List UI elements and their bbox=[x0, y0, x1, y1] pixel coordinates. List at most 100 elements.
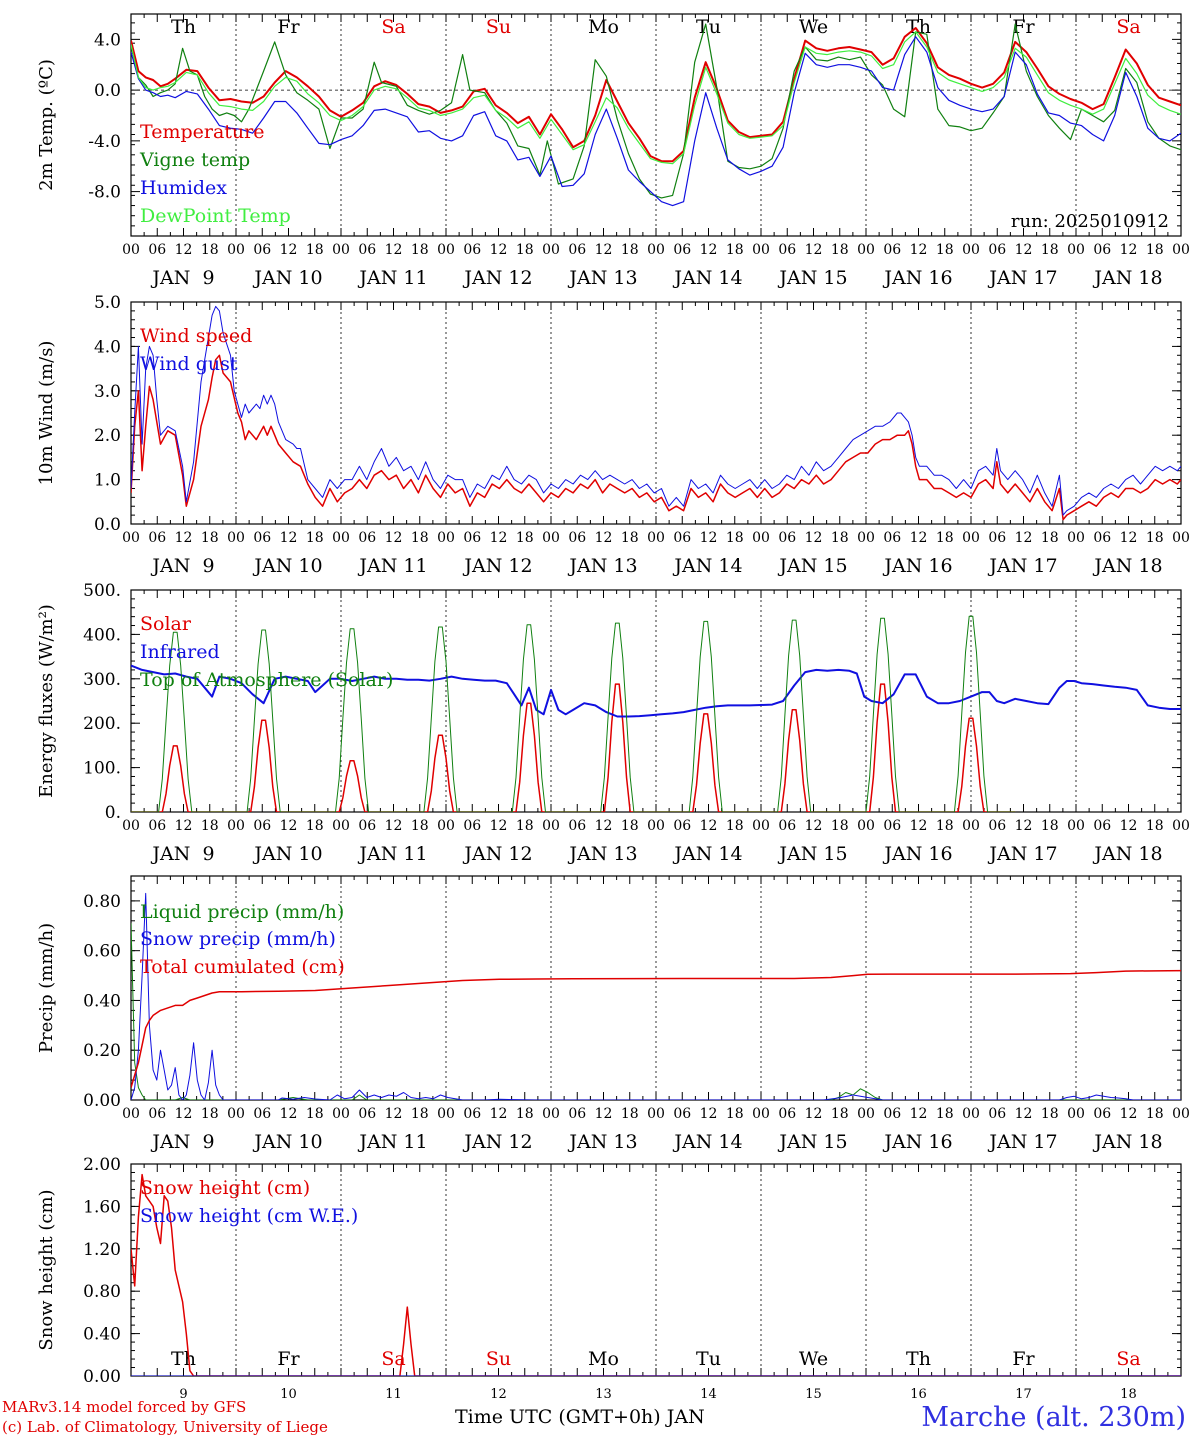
x-hour-label: 18 bbox=[1146, 530, 1164, 546]
x-hour-label: 00 bbox=[122, 242, 140, 258]
x-hour-label: 00 bbox=[857, 530, 875, 546]
x-hour-label: 18 bbox=[936, 1106, 954, 1122]
x-hour-label: 06 bbox=[358, 1106, 376, 1122]
x-hour-label: 00 bbox=[1172, 530, 1190, 546]
x-day-label: JAN 14 bbox=[672, 843, 742, 865]
x-hour-label: 00 bbox=[647, 530, 665, 546]
x-hour-label: 00 bbox=[332, 1106, 350, 1122]
x-hour-label: 12 bbox=[1015, 530, 1033, 546]
x-hour-label: 18 bbox=[936, 818, 954, 834]
x-hour-label: 00 bbox=[752, 530, 770, 546]
date-label: 10 bbox=[280, 1387, 297, 1402]
credit-model: MARv3.14 model forced by GFS bbox=[2, 1398, 247, 1416]
x-hour-label: 00 bbox=[542, 242, 560, 258]
x-hour-label: 12 bbox=[595, 242, 613, 258]
x-day-label: JAN 18 bbox=[1092, 555, 1162, 577]
x-hour-label: 12 bbox=[805, 530, 823, 546]
day-name-label: Th bbox=[171, 16, 196, 38]
x-hour-label: 00 bbox=[1067, 818, 1085, 834]
x-day-label: JAN 10 bbox=[252, 843, 322, 865]
x-day-label: JAN 17 bbox=[987, 267, 1057, 289]
day-name-label: Mo bbox=[588, 16, 619, 38]
x-hour-label: 18 bbox=[1146, 242, 1164, 258]
day-name-label: Sa bbox=[381, 16, 405, 38]
x-hour-label: 06 bbox=[988, 242, 1006, 258]
x-hour-label: 00 bbox=[437, 818, 455, 834]
y-tick-label: 0.80 bbox=[83, 1282, 121, 1302]
x-hour-label: 00 bbox=[437, 1106, 455, 1122]
y-tick-label: 0.00 bbox=[83, 1091, 121, 1111]
day-name-label: We bbox=[799, 1348, 828, 1370]
x-day-label: JAN 15 bbox=[777, 267, 847, 289]
x-hour-label: 00 bbox=[752, 242, 770, 258]
x-hour-label: 12 bbox=[385, 1106, 403, 1122]
date-label: 15 bbox=[805, 1387, 822, 1402]
y-tick-label: 200. bbox=[83, 714, 121, 734]
x-hour-label: 06 bbox=[1093, 242, 1111, 258]
day-name-label: Th bbox=[906, 16, 931, 38]
x-day-label: JAN 11 bbox=[357, 843, 427, 865]
y-tick-label: 4.0 bbox=[94, 30, 121, 50]
x-day-label: JAN 13 bbox=[567, 1131, 637, 1153]
x-hour-label: 18 bbox=[516, 818, 534, 834]
legend-entry: Wind speed bbox=[140, 325, 252, 347]
x-hour-label: 06 bbox=[673, 1106, 691, 1122]
y-tick-label: 400. bbox=[83, 625, 121, 645]
panel-3: 0. 100. 200. 300. 400. 500. Energy fluxes (W/m… bbox=[36, 581, 1190, 865]
y-tick-label: 0.0 bbox=[94, 515, 121, 535]
legend-entry: Liquid precip (mm/h) bbox=[140, 901, 344, 923]
x-hour-label: 12 bbox=[175, 1106, 193, 1122]
x-hour-label: 00 bbox=[647, 818, 665, 834]
x-day-label: JAN 18 bbox=[1092, 843, 1162, 865]
x-hour-label: 12 bbox=[280, 818, 298, 834]
x-day-label: JAN 9 bbox=[150, 843, 214, 865]
x-hour-label: 12 bbox=[385, 530, 403, 546]
series-line-temperature bbox=[131, 27, 1181, 163]
x-day-label: JAN 16 bbox=[882, 267, 952, 289]
y-tick-label: 2.0 bbox=[94, 426, 121, 446]
series-line-solar bbox=[131, 683, 1016, 812]
x-hour-label: 18 bbox=[831, 818, 849, 834]
x-hour-label: 06 bbox=[673, 818, 691, 834]
x-day-label: JAN 14 bbox=[672, 267, 742, 289]
x-hour-label: 18 bbox=[726, 818, 744, 834]
x-hour-label: 00 bbox=[122, 818, 140, 834]
x-hour-label: 12 bbox=[1015, 818, 1033, 834]
x-hour-label: 00 bbox=[1172, 818, 1190, 834]
x-hour-label: 06 bbox=[358, 818, 376, 834]
x-hour-label: 06 bbox=[358, 242, 376, 258]
x-hour-label: 06 bbox=[253, 1106, 271, 1122]
x-hour-label: 00 bbox=[962, 818, 980, 834]
x-hour-label: 06 bbox=[778, 818, 796, 834]
legend-entry: Wind gust bbox=[140, 353, 238, 375]
x-day-label: JAN 9 bbox=[150, 555, 214, 577]
x-hour-label: 06 bbox=[253, 818, 271, 834]
x-hour-label: 06 bbox=[673, 242, 691, 258]
y-tick-label: 0.40 bbox=[83, 1325, 121, 1345]
x-hour-label: 18 bbox=[201, 242, 219, 258]
day-name-label: Fr bbox=[277, 16, 300, 38]
panel-1: -8.0 -4.0 0.0 4.0 2m Temp. (ºC) Th Fr Sa Su Mo Tu W… bbox=[36, 13, 1190, 289]
x-hour-label: 18 bbox=[201, 1106, 219, 1122]
legend-entry: Snow precip (mm/h) bbox=[140, 928, 336, 950]
x-hour-label: 00 bbox=[857, 242, 875, 258]
x-hour-label: 18 bbox=[621, 242, 639, 258]
y-tick-label: 0.20 bbox=[83, 1041, 121, 1061]
x-hour-label: 06 bbox=[148, 530, 166, 546]
x-hour-label: 06 bbox=[988, 530, 1006, 546]
x-day-label: JAN 9 bbox=[150, 267, 214, 289]
series-line-vigne-temp bbox=[131, 23, 1181, 199]
x-hour-label: 06 bbox=[883, 818, 901, 834]
x-day-label: JAN 12 bbox=[462, 555, 532, 577]
y-tick-label: 0. bbox=[105, 803, 121, 823]
x-hour-label: 18 bbox=[1041, 818, 1059, 834]
x-day-label: JAN 18 bbox=[1092, 267, 1162, 289]
x-hour-label: 06 bbox=[1093, 530, 1111, 546]
x-hour-label: 00 bbox=[647, 242, 665, 258]
x-hour-label: 06 bbox=[673, 530, 691, 546]
x-day-label: JAN 11 bbox=[357, 267, 427, 289]
x-hour-label: 06 bbox=[253, 242, 271, 258]
legend-entry: Infrared bbox=[140, 641, 220, 663]
series-line-top-of-atmosphere-solar- bbox=[131, 615, 1016, 812]
x-day-label: JAN 16 bbox=[882, 555, 952, 577]
